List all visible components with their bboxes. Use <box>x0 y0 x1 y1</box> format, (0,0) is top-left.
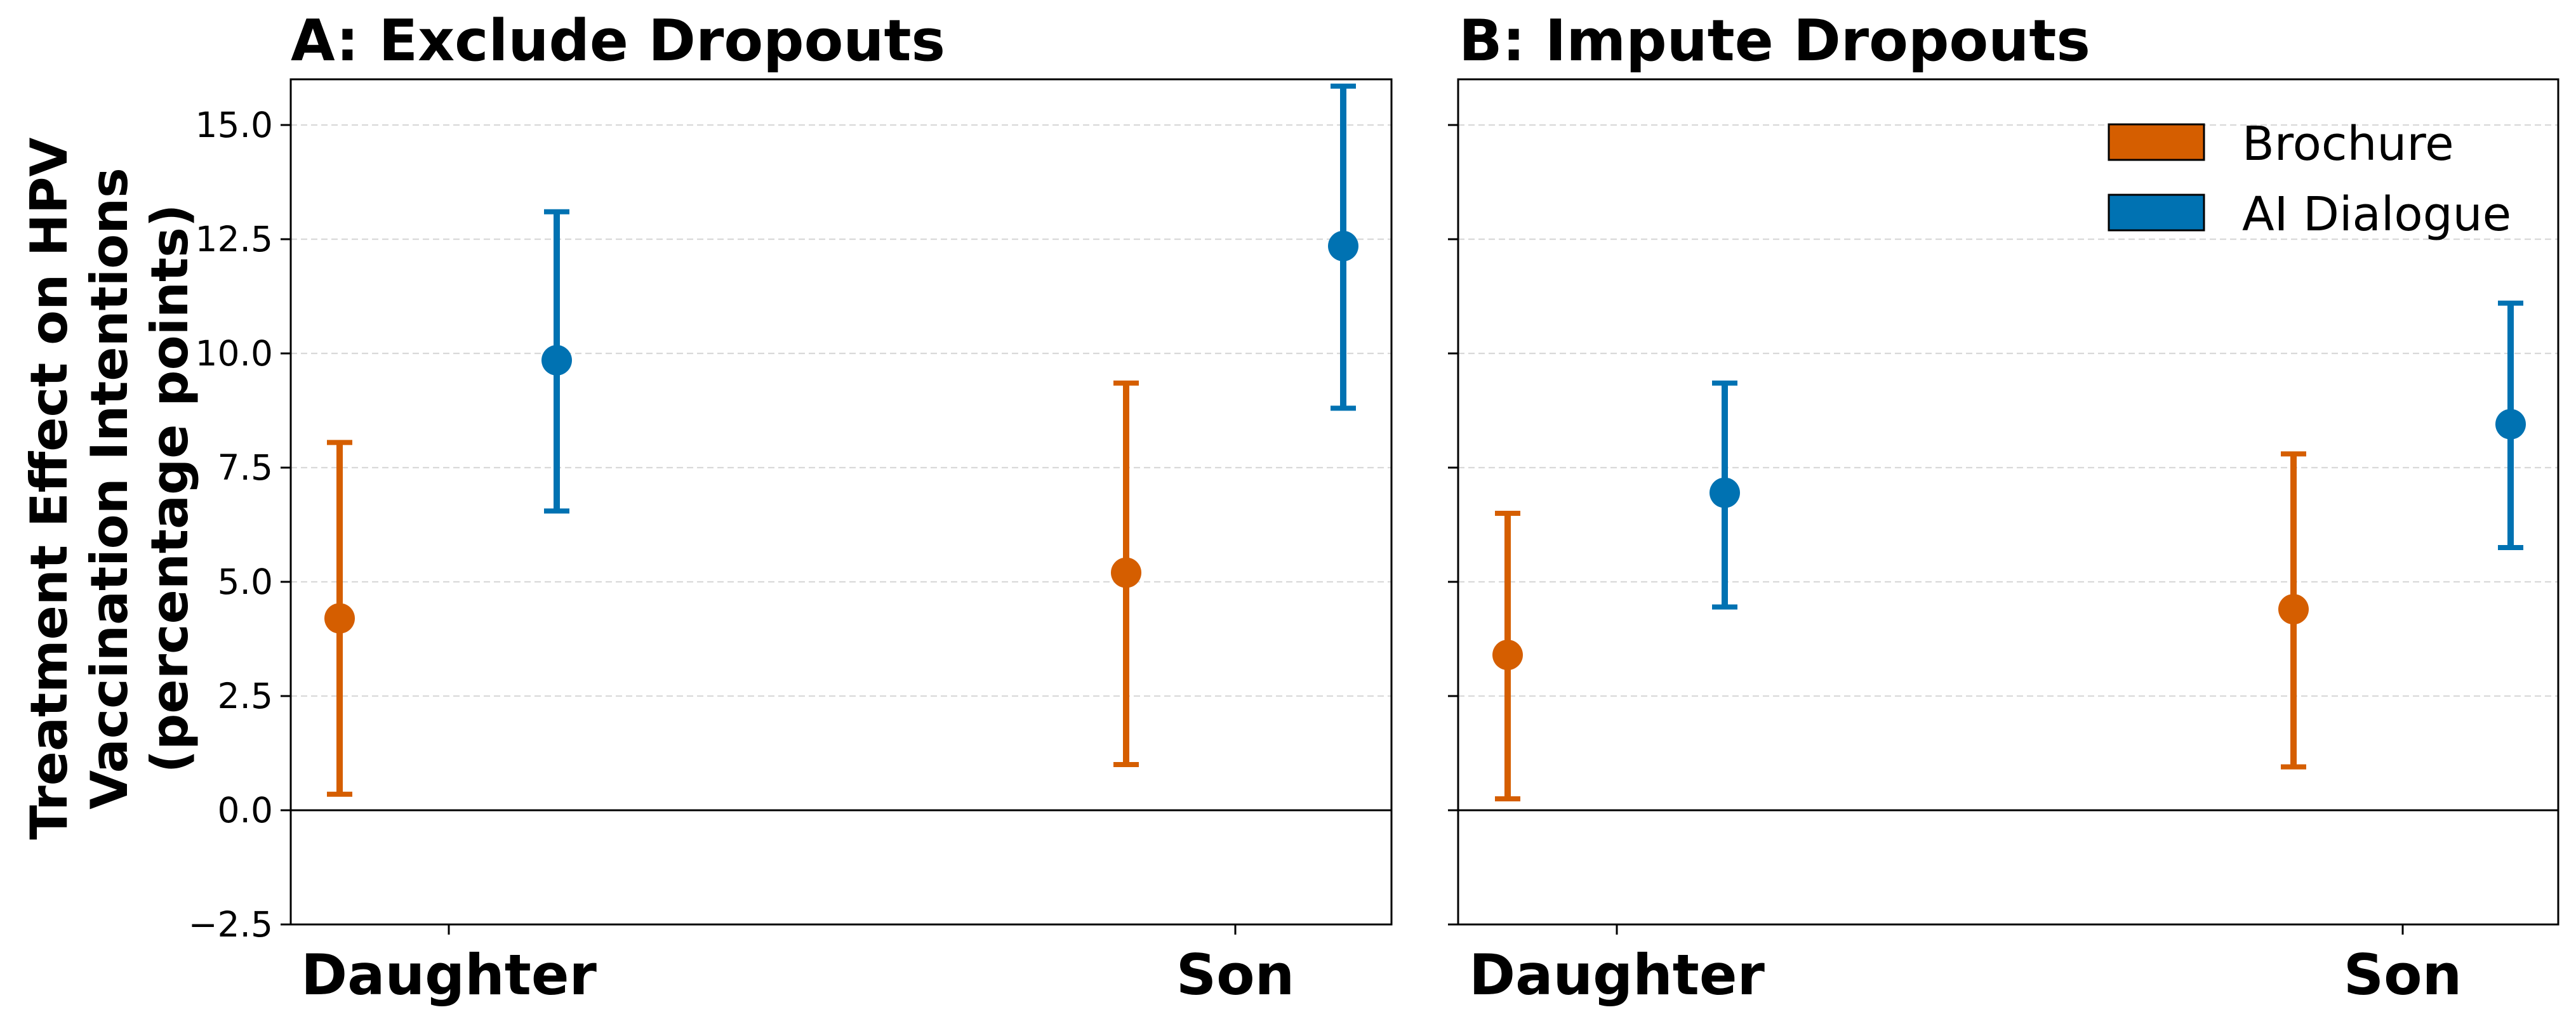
point-brochure-son <box>1111 557 1141 588</box>
y-tick-label: 5.0 <box>218 562 273 602</box>
y-tick-label: 10.0 <box>196 333 273 374</box>
y-axis-label-line-3: (percentage points) <box>140 204 199 773</box>
x-tick-label-daughter: Daughter <box>301 942 597 1008</box>
y-tick-label: 15.0 <box>196 105 273 145</box>
point-ai-dialogue-daughter <box>1710 477 1740 508</box>
plot-frame <box>289 78 1393 926</box>
panel-impute-dropouts: Daughter Son B: Impute Dropouts <box>1448 8 2559 1008</box>
point-brochure-daughter <box>324 603 355 634</box>
legend-swatch-ai-dialogue <box>2108 194 2205 232</box>
point-ai-dialogue-daughter <box>541 345 572 376</box>
y-axis-label-line-2: Vaccination Intentions <box>80 168 139 810</box>
x-tick-label-son: Son <box>2344 942 2462 1008</box>
legend-swatch-brochure <box>2108 123 2205 161</box>
y-tick-label: 7.5 <box>218 447 273 488</box>
y-axis-label: Treatment Effect on HPV Vaccination Inte… <box>20 137 199 839</box>
panel-title-exclude-dropouts: A: Exclude Dropouts <box>291 8 945 74</box>
y-tick-label: 12.5 <box>196 219 273 260</box>
point-brochure-son <box>2278 594 2309 625</box>
panel-title-impute-dropouts: B: Impute Dropouts <box>1459 8 2090 74</box>
y-tick-label: 2.5 <box>218 676 273 716</box>
y-axis-label-line-1: Treatment Effect on HPV <box>20 137 79 839</box>
legend: Brochure AI Dialogue <box>2108 117 2511 242</box>
legend-label-brochure: Brochure <box>2242 117 2454 171</box>
plot-frame <box>1457 78 2559 926</box>
point-ai-dialogue-son <box>2495 409 2526 440</box>
legend-label-ai-dialogue: AI Dialogue <box>2242 187 2511 242</box>
y-tick-label: −2.5 <box>188 904 273 945</box>
point-ai-dialogue-son <box>1328 230 1358 261</box>
x-tick-label-son: Son <box>1176 942 1294 1008</box>
point-brochure-daughter <box>1492 640 1523 671</box>
x-tick-label-daughter: Daughter <box>1469 942 1765 1008</box>
y-tick-label: 0.0 <box>218 790 273 831</box>
